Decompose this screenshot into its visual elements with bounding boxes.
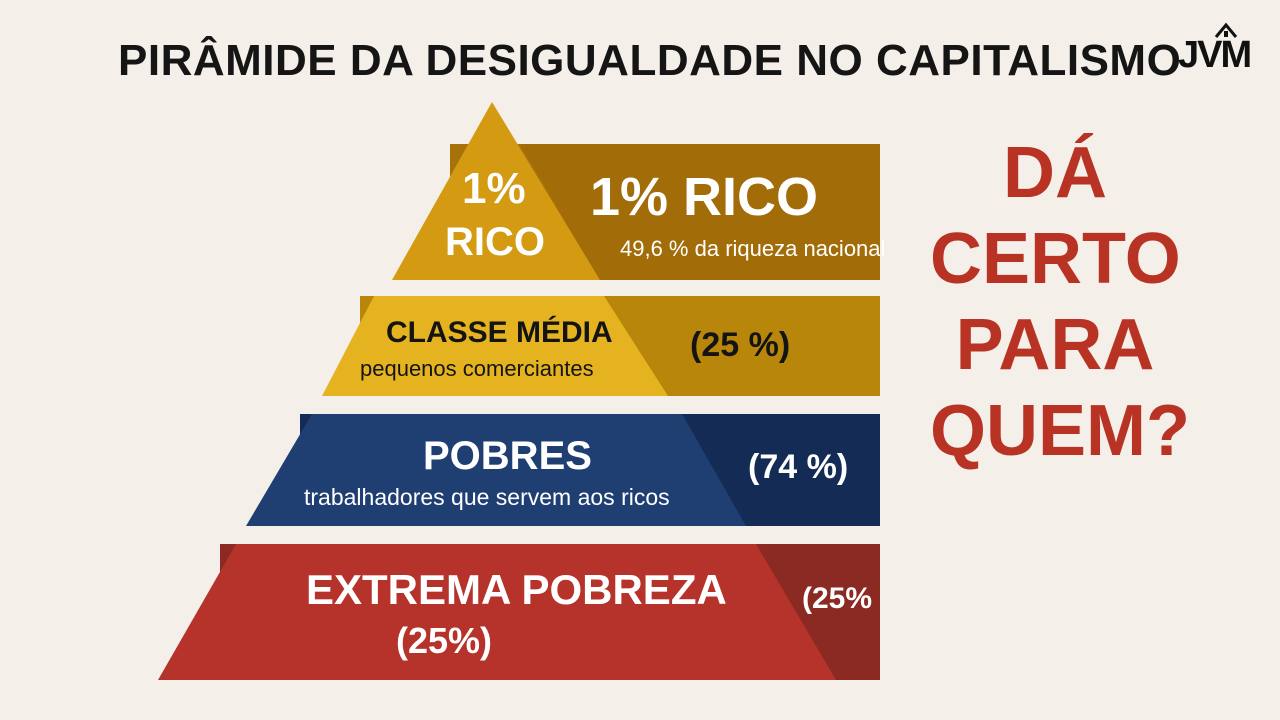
- tier4-shape: [158, 544, 836, 680]
- tier4-value: (25%: [802, 582, 873, 615]
- tier1-triangle: [392, 102, 600, 280]
- tier2-subtext: pequenos comerciantes: [360, 356, 594, 381]
- tier3-shape: [246, 414, 746, 526]
- tier1-shade: [520, 144, 880, 280]
- question-line-4: QUEM?: [930, 391, 1190, 471]
- question-text: DÁ CERTO PARA QUEM?: [930, 130, 1190, 474]
- tier1-heading: 1% RICO: [590, 167, 819, 227]
- tier1-tip-line2: RICO: [445, 220, 545, 264]
- tier1-tip-line1: 1%: [462, 164, 526, 213]
- logo-text: JVM: [1178, 34, 1252, 76]
- house-icon: [1214, 22, 1238, 38]
- tier3-value: (74 %): [748, 448, 849, 486]
- tier2-heading: CLASSE MÉDIA: [386, 316, 613, 349]
- question-line-2: CERTO: [930, 219, 1181, 299]
- tier3-subtext: trabalhadores que servem aos ricos: [304, 484, 670, 510]
- page-title: PIRÂMIDE DA DESIGUALDADE NO CAPITALISMO: [118, 36, 1182, 85]
- question-line-1: DÁ: [1003, 133, 1107, 213]
- question-line-3: PARA: [955, 305, 1155, 385]
- tier4-heading: EXTREMA POBREZA: [306, 566, 727, 613]
- tier2-shape: [322, 296, 668, 396]
- tier1-subtext: 49,6 % da riqueza nacional: [620, 236, 886, 261]
- tier2-value: (25 %): [690, 326, 791, 364]
- tier4-subtext: (25%): [396, 620, 493, 661]
- jvm-logo: JVM: [1178, 22, 1258, 78]
- tier3-heading: POBRES: [423, 434, 592, 478]
